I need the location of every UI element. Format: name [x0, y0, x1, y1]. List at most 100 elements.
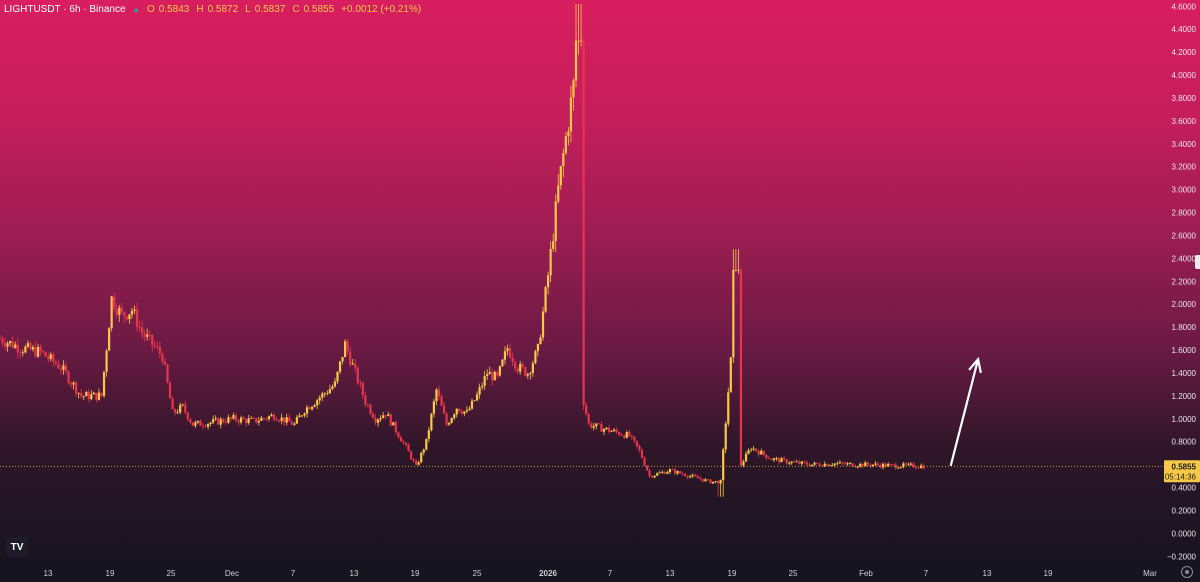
candle-body — [42, 351, 45, 353]
candle-body — [278, 420, 281, 422]
candle-body — [633, 436, 636, 441]
candle-body — [767, 458, 770, 459]
candle-body — [638, 446, 641, 450]
candle-body — [762, 450, 765, 455]
candle-body — [572, 80, 575, 98]
candle-body — [691, 475, 694, 477]
candle-body — [567, 131, 570, 137]
candle-body — [498, 366, 501, 376]
candle-body — [722, 449, 725, 481]
candle-body — [798, 461, 801, 464]
candle-body — [265, 418, 268, 420]
candle-body — [201, 425, 205, 427]
candle-body — [458, 408, 461, 412]
candle-body — [848, 463, 852, 464]
candle-body — [242, 417, 245, 420]
price-tick-label: 2.0000 — [1172, 300, 1197, 309]
high-value: 0.5872 — [207, 4, 239, 15]
candle-body — [280, 417, 283, 421]
candle-body — [709, 479, 712, 484]
candle-body — [356, 367, 359, 384]
price-tick-label: 3.6000 — [1172, 117, 1197, 126]
candle-body — [298, 415, 301, 418]
candle-body — [445, 413, 448, 425]
candle-body — [196, 420, 200, 423]
candle-body — [285, 417, 288, 423]
candle-body — [260, 418, 263, 421]
candle-body — [453, 414, 456, 419]
candle-body — [585, 405, 588, 414]
candle-body — [577, 40, 580, 42]
candle-body — [597, 423, 600, 425]
gear-icon[interactable] — [1181, 566, 1193, 578]
candle-body — [541, 311, 545, 338]
candle-body — [110, 296, 113, 329]
candle-body — [912, 463, 915, 468]
candle-body — [521, 364, 524, 368]
candle-body — [856, 466, 859, 468]
candle-body — [376, 419, 380, 423]
candle-body — [514, 361, 517, 369]
candle-body — [879, 464, 882, 468]
candle-body — [181, 404, 184, 406]
candle-body — [308, 407, 311, 410]
candle-body — [559, 166, 562, 186]
candle-body — [579, 40, 583, 42]
candle-body — [184, 404, 187, 413]
time-axis[interactable] — [0, 562, 1200, 582]
candle-body — [354, 363, 357, 368]
candle-body — [729, 357, 732, 393]
candle-body — [151, 334, 154, 346]
low-value: 0.5837 — [254, 4, 286, 15]
tradingview-logo-icon[interactable]: TV — [6, 537, 28, 557]
candle-body — [549, 248, 552, 276]
candle-body — [696, 476, 699, 479]
candle-body — [892, 464, 895, 465]
candle-body — [24, 346, 27, 353]
candle-body — [333, 381, 337, 387]
candle-body — [724, 423, 727, 450]
candle-body — [75, 382, 78, 394]
candle-body — [409, 451, 413, 460]
candle-body — [813, 462, 816, 465]
candle-body — [382, 415, 385, 419]
candle-body — [95, 392, 98, 400]
candle-body — [874, 463, 877, 465]
candle-body — [582, 40, 585, 406]
candle-body — [600, 423, 603, 432]
candle-body — [790, 461, 793, 464]
price-tick-label: 2.8000 — [1172, 209, 1197, 218]
candle-body — [595, 423, 598, 427]
candle-body — [54, 361, 57, 365]
candle-body — [262, 418, 265, 419]
candle-body — [288, 417, 291, 422]
current-price-label: 0.5855 — [1172, 462, 1197, 471]
chart-pane[interactable] — [0, 0, 1164, 562]
candle-body — [904, 463, 907, 465]
candle-body — [922, 465, 925, 469]
candle-body — [777, 458, 781, 463]
candle-body — [780, 458, 783, 463]
candle-body — [475, 394, 479, 401]
candle-body — [82, 396, 85, 397]
arrow-annotation — [949, 358, 980, 467]
time-tick-label: Mar — [1143, 569, 1157, 578]
candle-body — [394, 422, 397, 433]
scale-handle-icon[interactable] — [1195, 255, 1200, 269]
legend-header: LIGHTUSDT · 6h · Binance ● O 0.5843 H 0.58… — [4, 4, 421, 15]
price-tick-label: 0.0000 — [1172, 529, 1197, 538]
candle-body — [618, 432, 621, 435]
candle-body — [704, 479, 707, 482]
candle-body — [706, 479, 710, 481]
candle-body — [239, 417, 243, 423]
candle-body — [602, 429, 606, 432]
time-tick-label: 7 — [924, 569, 929, 578]
candle-body — [785, 459, 788, 464]
candle-body — [120, 307, 123, 313]
time-tick-label: 7 — [291, 569, 296, 578]
symbol-title[interactable]: LIGHTUSDT · 6h · Binance — [4, 4, 126, 15]
candle-body — [907, 463, 910, 465]
candle-body — [392, 422, 395, 426]
price-tick-label: 1.4000 — [1172, 369, 1197, 378]
candle-body — [889, 464, 892, 465]
